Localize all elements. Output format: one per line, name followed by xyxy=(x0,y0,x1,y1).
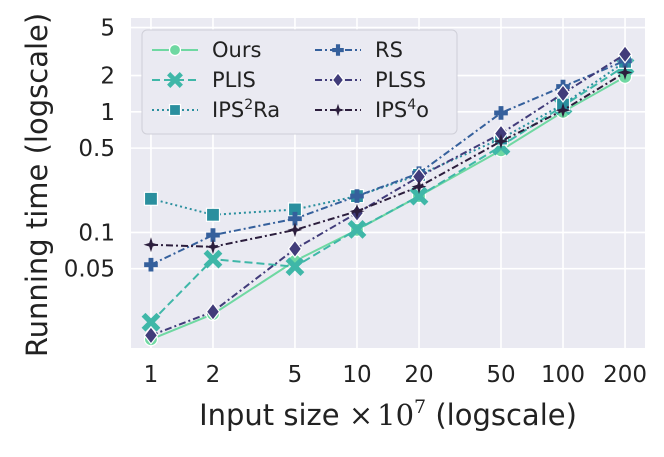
data-point-ips2ra xyxy=(205,207,221,222)
legend-marker-ips4o xyxy=(331,103,345,117)
data-point-ips4o xyxy=(205,239,221,255)
legend-label-plis: PLIS xyxy=(212,68,256,92)
x-tick-label: 200 xyxy=(603,362,647,388)
y-tick-label: 5 xyxy=(100,16,115,42)
x-axis-label-times: × xyxy=(349,398,373,432)
x-axis-label-main: Input size xyxy=(199,398,349,432)
data-point-ips4o xyxy=(287,222,303,238)
x-tick-label: 10 xyxy=(342,362,371,388)
legend-label-ours: Ours xyxy=(212,38,261,62)
data-point-plis xyxy=(285,257,305,277)
data-point-ips4o xyxy=(555,102,571,118)
y-tick-label: 0.5 xyxy=(78,136,115,162)
legend-item-ours: Ours xyxy=(152,38,261,62)
data-point-ips4o xyxy=(349,203,365,219)
data-point-plis xyxy=(409,186,429,206)
x-tick-label: 1 xyxy=(144,362,159,388)
legend-item-ips4o: IPS4o xyxy=(315,97,429,122)
x-axis-label: Input size × 107 (logscale) xyxy=(199,396,577,432)
x-axis-label-base: 10 xyxy=(377,398,414,432)
x-tick-label: 20 xyxy=(404,362,433,388)
x-axis-label-exp: 7 xyxy=(414,396,426,418)
ticks: 1 2 5 10 20 50 100 200 0.05 0.1 0.5 1 2 5 xyxy=(64,16,647,388)
data-point-rs xyxy=(144,257,158,272)
series-line-plss xyxy=(150,53,626,337)
legend-marker-plss xyxy=(331,71,345,89)
data-point-plis xyxy=(141,312,161,332)
legend-marker-rs xyxy=(332,44,344,56)
x-tick-label: 100 xyxy=(541,362,585,388)
legend-marker-plis xyxy=(167,72,183,88)
series-line-plis xyxy=(150,65,626,323)
data-point-plss xyxy=(143,325,159,345)
data-point-ips4o xyxy=(143,237,159,253)
legend-item-plis: PLIS xyxy=(152,68,256,92)
data-point-plss xyxy=(617,44,633,64)
y-axis-label: Running time (logscale) xyxy=(20,13,54,357)
data-point-plss xyxy=(287,239,303,259)
x-tick-label: 2 xyxy=(206,362,221,388)
series-ips4o xyxy=(143,65,633,255)
data-point-plis xyxy=(203,249,223,269)
legend-label-ips4o: IPS4o xyxy=(375,97,429,122)
y-tick-label: 0.1 xyxy=(78,220,115,246)
legend-item-rs: RS xyxy=(315,38,403,62)
legend-label-plss: PLSS xyxy=(375,68,426,92)
legend-box xyxy=(141,29,458,135)
series-plss xyxy=(143,44,633,345)
series-line-ips4o xyxy=(150,71,626,248)
legend: Ours PLIS IPS2Ra RS PLSS IPS4o xyxy=(141,29,458,135)
legend-label-ips2ra: IPS2Ra xyxy=(212,97,280,122)
legend-item-plss: PLSS xyxy=(315,68,426,92)
legend-label-rs: RS xyxy=(375,38,403,62)
y-tick-label: 0.05 xyxy=(64,257,115,283)
y-tick-label: 1 xyxy=(100,100,115,126)
legend-marker-ours xyxy=(168,43,182,57)
data-point-plss xyxy=(555,84,571,103)
series-line-rs xyxy=(150,59,626,266)
data-point-ips2ra xyxy=(143,191,159,206)
y-tick-label: 2 xyxy=(100,64,115,90)
data-point-ips4o xyxy=(617,65,633,80)
x-tick-label: 50 xyxy=(486,362,515,388)
x-tick-label: 5 xyxy=(288,362,303,388)
data-point-ips4o xyxy=(493,133,509,149)
data-point-ips4o xyxy=(411,179,427,194)
x-axis-label-suffix: (logscale) xyxy=(426,398,577,432)
data-point-rs xyxy=(494,106,508,120)
legend-marker-ips2ra xyxy=(168,103,182,117)
data-point-rs xyxy=(350,189,364,203)
data-point-plss xyxy=(205,302,221,322)
series-layer xyxy=(141,44,635,347)
data-point-plis xyxy=(347,219,367,239)
legend-item-ips2ra: IPS2Ra xyxy=(152,97,280,122)
